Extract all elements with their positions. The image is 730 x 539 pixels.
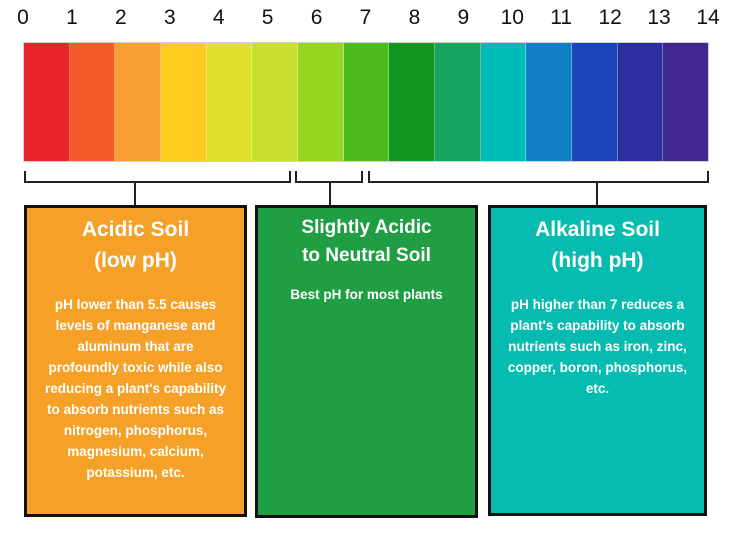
ph-label-2: 2 [115,6,127,29]
ph-swatch-0 [24,43,70,161]
neutral-bracket-stem [329,183,331,205]
alkaline-title-line2: (high pH) [551,249,644,272]
ph-label-14: 14 [696,6,720,29]
ph-swatch-11 [526,43,573,161]
ph-swatch-9 [435,43,481,161]
ph-label-13: 13 [647,6,671,29]
ph-label-11: 11 [550,6,573,29]
ph-swatch-12 [572,43,618,161]
acidic-range-bracket [24,171,291,183]
ph-label-4: 4 [212,6,225,29]
neutral-title-line1: Slightly Acidic [301,217,432,238]
ph-label-3: 3 [163,6,176,29]
ph-label-7: 7 [359,6,372,29]
ph-swatch-8 [389,43,436,161]
ph-swatch-13 [617,43,664,161]
ph-swatch-2 [115,43,162,161]
neutral-soil-title: Slightly Acidic to Neutral Soil [258,214,475,270]
neutral-soil-panel: Slightly Acidic to Neutral Soil Best pH … [255,205,478,518]
ph-label-8: 8 [408,6,421,29]
neutral-soil-description: Best pH for most plants [290,287,443,302]
neutral-range-bracket [295,171,363,183]
ph-label-10: 10 [500,6,524,29]
acidic-soil-panel: Acidic Soil (low pH) pH lower than 5.5 c… [24,205,247,517]
alkaline-bracket-stem [596,183,598,205]
ph-swatch-6 [298,43,344,161]
ph-label-5: 5 [261,6,274,29]
ph-scale-labels: 0 1 2 3 4 5 6 7 8 9 10 11 12 13 14 [0,6,730,36]
ph-swatch-1 [69,43,116,161]
ph-swatch-7 [343,43,390,161]
ph-label-9: 9 [457,6,470,29]
neutral-title-line2: to Neutral Soil [302,245,431,266]
acidic-bracket-stem [134,183,136,205]
ph-color-bar [23,42,709,162]
acidic-soil-description: pH lower than 5.5 causes levels of manga… [44,297,226,480]
alkaline-soil-description: pH higher than 7 reduces a plant's capab… [507,297,688,396]
alkaline-title-line1: Alkaline Soil [535,218,660,241]
ph-label-0: 0 [17,6,29,29]
ph-label-6: 6 [310,6,323,29]
ph-swatch-10 [480,43,527,161]
alkaline-soil-panel: Alkaline Soil (high pH) pH higher than 7… [488,205,707,516]
ph-swatch-4 [206,43,253,161]
ph-label-1: 1 [66,6,78,29]
acidic-soil-title: Acidic Soil (low pH) [27,214,244,276]
alkaline-range-bracket [368,171,709,183]
acidic-title-line2: (low pH) [94,249,177,272]
ph-swatch-14 [663,43,709,161]
alkaline-soil-title: Alkaline Soil (high pH) [491,214,704,276]
ph-label-12: 12 [598,6,622,29]
ph-swatch-3 [161,43,207,161]
ph-swatch-5 [252,43,299,161]
acidic-title-line1: Acidic Soil [81,218,190,241]
